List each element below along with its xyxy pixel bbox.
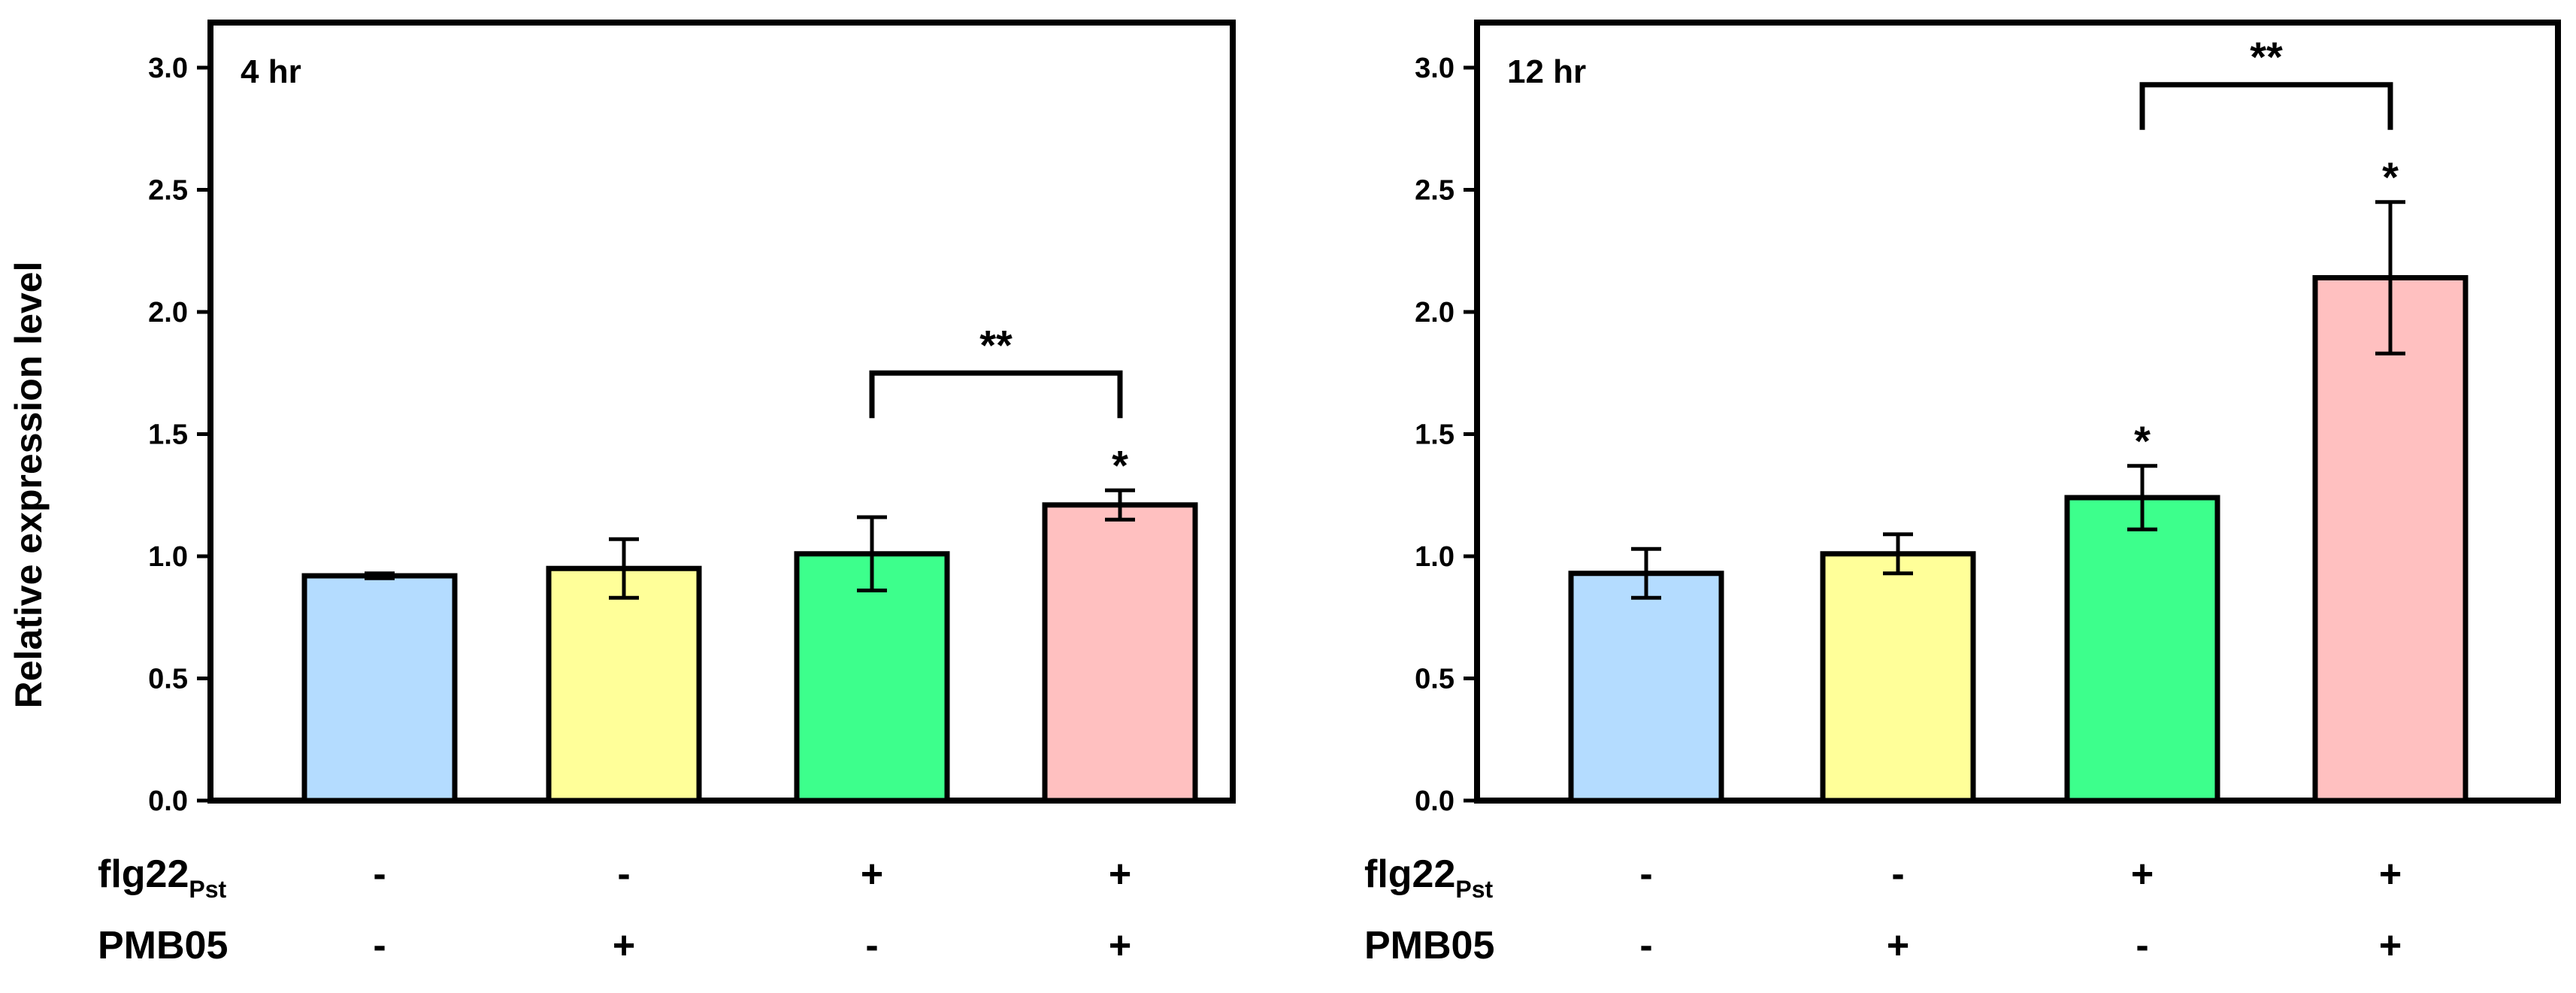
factor-label: PMB05 [1364,924,1494,967]
factor-level: + [1109,852,1131,896]
factor-level: - [1891,852,1904,896]
panel-12hr: 12 hr0.00.51.01.52.02.53.0**** [1415,20,2561,817]
y-tick-label: 1.0 [1415,541,1454,573]
factor-level: + [1887,924,1909,967]
y-tick-label: 1.5 [1415,419,1454,451]
bar [2312,275,2469,804]
plot-frame [1474,20,2561,804]
factor-level: - [373,924,386,967]
y-tick-label: 2.5 [148,175,188,207]
factor-level: - [1639,852,1652,896]
panel-title: 4 hr [241,53,301,90]
plot-frame [207,20,1236,804]
bar [1568,571,1724,804]
factor-level: + [2379,852,2402,896]
y-tick-label: 1.5 [148,419,188,451]
bracket-label: ** [979,321,1013,368]
factor-label: PMB05 [98,924,228,967]
y-tick-label: 0.0 [1415,786,1454,817]
factor-level: - [2136,924,2148,967]
factor-subscript: Pst [1455,876,1493,903]
y-tick-label: 3.0 [1415,53,1454,84]
factor-level: - [373,852,386,896]
y-tick-label: 2.0 [1415,297,1454,328]
significance-star: * [2134,417,2151,465]
significance-star: * [2382,153,2399,201]
y-tick-label: 1.0 [148,541,188,573]
bar [301,573,458,804]
significance-bracket [869,370,1123,419]
bracket-label: ** [2250,33,2283,80]
factor-level: + [1109,924,1131,967]
y-tick-label: 0.5 [1415,664,1454,695]
panel-title: 12 hr [1507,53,1586,90]
factor-level: + [613,924,635,967]
panel-4hr: 4 hr0.00.51.01.52.02.53.0*** [148,20,1236,817]
factor-label: flg22Pst [1364,852,1494,903]
bar [2064,495,2220,804]
y-tick-label: 0.5 [148,664,188,695]
factor-level: + [2131,852,2154,896]
y-axis-label: Relative expression level [8,262,50,709]
factor-level: - [1639,924,1652,967]
treatment-table: flg22Pst - - + + flg22Pst - - + + PMB05 - + - + PMB05 - +… [98,852,2402,967]
significance-bracket [2139,82,2393,130]
bar [1042,502,1198,804]
bar [1820,551,1976,804]
y-tick-label: 2.0 [148,297,188,328]
factor-level: - [865,924,878,967]
factor-level: + [861,852,883,896]
factor-level: - [617,852,630,896]
factor-subscript: Pst [189,876,226,903]
bar [546,565,702,804]
y-tick-label: 0.0 [148,786,188,817]
y-tick-label: 2.5 [1415,175,1454,207]
y-tick-label: 3.0 [148,53,188,84]
factor-label: flg22Pst [98,852,227,903]
significance-star: * [1112,441,1128,489]
factor-level: + [2379,924,2402,967]
